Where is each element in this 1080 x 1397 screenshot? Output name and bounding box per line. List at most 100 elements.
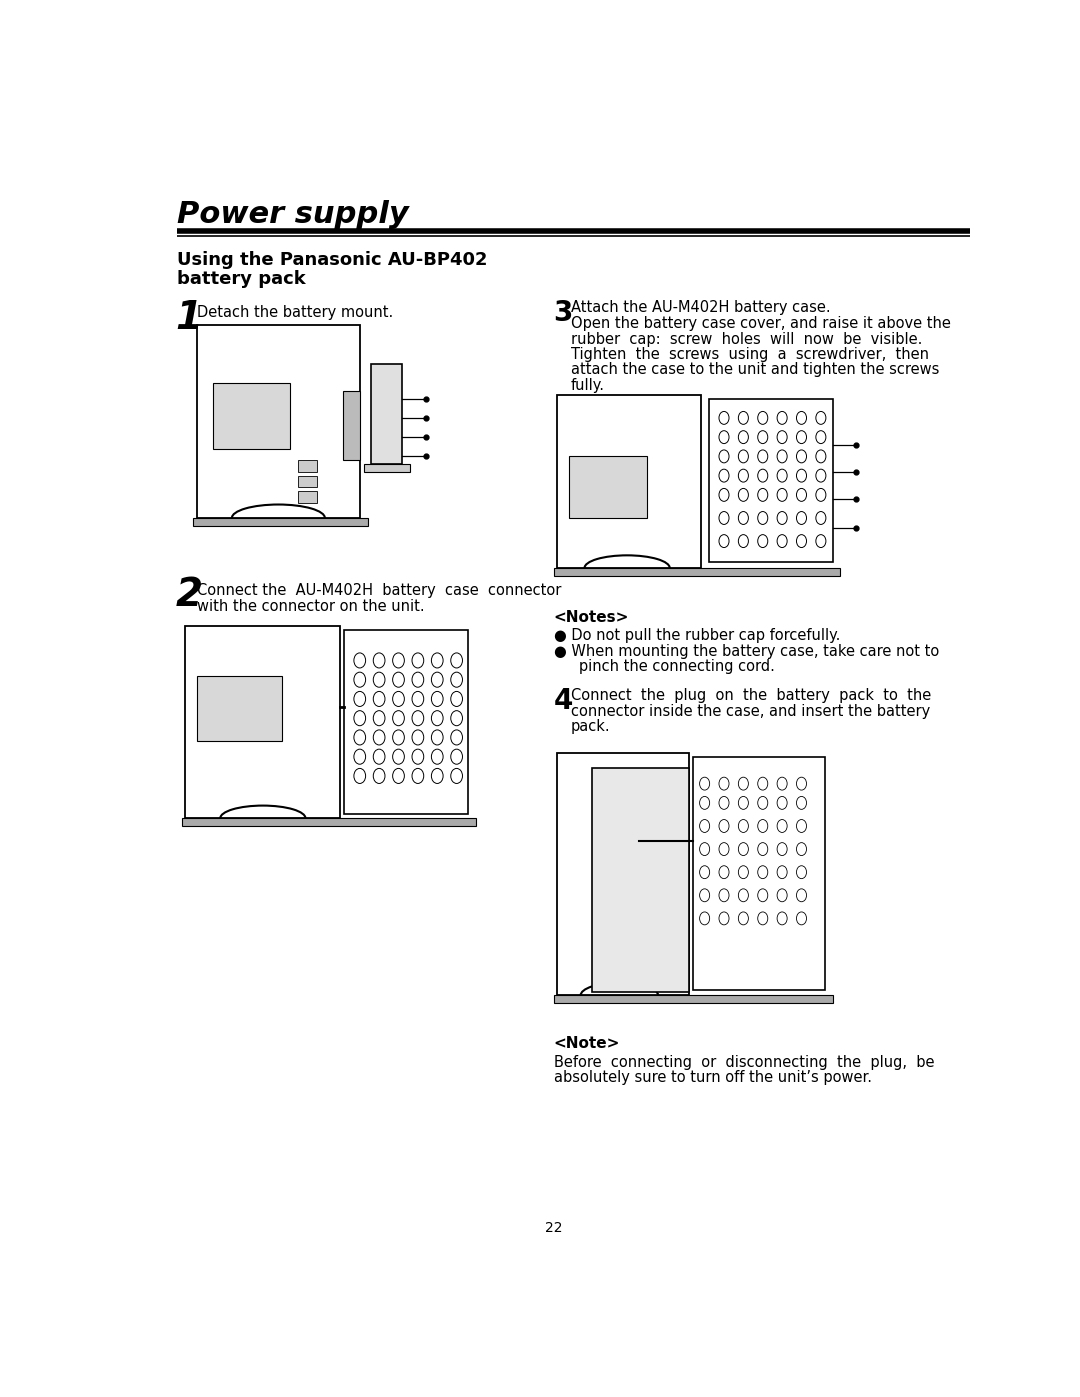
Circle shape (393, 729, 404, 745)
Circle shape (700, 796, 710, 809)
Circle shape (411, 768, 423, 784)
Bar (197, 676, 282, 742)
Circle shape (758, 796, 768, 809)
Circle shape (700, 777, 710, 791)
Circle shape (393, 672, 404, 687)
Circle shape (758, 888, 768, 901)
Bar (364, 464, 410, 472)
Text: attach the case to the unit and tighten the screws: attach the case to the unit and tighten … (570, 362, 939, 377)
Circle shape (778, 511, 787, 524)
Circle shape (431, 768, 443, 784)
Text: rubber  cap:  screw  holes  will  now  be  visible.: rubber cap: screw holes will now be visi… (570, 331, 922, 346)
Circle shape (354, 749, 366, 764)
Circle shape (778, 489, 787, 502)
Circle shape (796, 820, 807, 833)
Circle shape (354, 652, 366, 668)
Circle shape (354, 768, 366, 784)
Circle shape (374, 672, 384, 687)
Bar (592, 768, 689, 992)
Bar (693, 757, 825, 990)
Circle shape (700, 888, 710, 901)
Text: Before  connecting  or  disconnecting  the  plug,  be: Before connecting or disconnecting the p… (554, 1055, 934, 1070)
Circle shape (739, 820, 748, 833)
Circle shape (450, 711, 462, 725)
Circle shape (758, 511, 768, 524)
Circle shape (719, 489, 729, 502)
Circle shape (796, 777, 807, 791)
Circle shape (393, 692, 404, 707)
Circle shape (758, 866, 768, 879)
Circle shape (758, 450, 768, 462)
Text: <Notes>: <Notes> (554, 610, 629, 626)
Bar (193, 518, 367, 525)
Circle shape (778, 450, 787, 462)
Bar (708, 398, 833, 562)
Circle shape (374, 692, 384, 707)
Circle shape (739, 777, 748, 791)
Circle shape (758, 820, 768, 833)
Circle shape (758, 777, 768, 791)
Circle shape (431, 672, 443, 687)
Circle shape (431, 652, 443, 668)
Circle shape (739, 489, 748, 502)
Bar (557, 753, 689, 996)
Circle shape (411, 749, 423, 764)
Bar (186, 626, 340, 819)
Circle shape (796, 450, 807, 462)
Circle shape (778, 796, 787, 809)
Circle shape (719, 866, 729, 879)
Circle shape (758, 535, 768, 548)
Text: Connect the  AU-M402H  battery  case  connector: Connect the AU-M402H battery case connec… (197, 584, 562, 598)
Circle shape (778, 866, 787, 879)
Circle shape (431, 749, 443, 764)
Text: 3: 3 (554, 299, 572, 327)
Text: absolutely sure to turn off the unit’s power.: absolutely sure to turn off the unit’s p… (554, 1070, 872, 1085)
Circle shape (796, 430, 807, 444)
Circle shape (719, 796, 729, 809)
Text: fully.: fully. (570, 377, 605, 393)
Bar (554, 996, 833, 1003)
Circle shape (739, 866, 748, 879)
Circle shape (450, 692, 462, 707)
Circle shape (719, 511, 729, 524)
Bar (372, 365, 403, 464)
Circle shape (719, 777, 729, 791)
Circle shape (700, 820, 710, 833)
Circle shape (796, 412, 807, 425)
Text: 1: 1 (175, 299, 202, 337)
Circle shape (431, 711, 443, 725)
Circle shape (719, 888, 729, 901)
Circle shape (758, 842, 768, 855)
Text: <Note>: <Note> (554, 1037, 620, 1051)
Circle shape (796, 866, 807, 879)
Bar (554, 569, 840, 576)
Circle shape (450, 729, 462, 745)
Circle shape (450, 749, 462, 764)
Circle shape (796, 842, 807, 855)
Circle shape (815, 412, 826, 425)
Circle shape (739, 842, 748, 855)
Bar (557, 395, 701, 569)
Circle shape (815, 511, 826, 524)
Circle shape (778, 412, 787, 425)
Text: with the connector on the unit.: with the connector on the unit. (197, 599, 424, 613)
Circle shape (796, 796, 807, 809)
Text: pinch the connecting cord.: pinch the connecting cord. (565, 659, 775, 673)
Text: pack.: pack. (570, 719, 610, 733)
Circle shape (354, 729, 366, 745)
Circle shape (778, 469, 787, 482)
Circle shape (719, 450, 729, 462)
Circle shape (700, 866, 710, 879)
Text: Power supply: Power supply (177, 200, 408, 229)
Circle shape (374, 768, 384, 784)
Text: ● When mounting the battery case, take care not to: ● When mounting the battery case, take c… (554, 644, 939, 658)
Circle shape (739, 535, 748, 548)
Circle shape (719, 535, 729, 548)
Circle shape (431, 729, 443, 745)
Circle shape (354, 672, 366, 687)
Text: Open the battery case cover, and raise it above the: Open the battery case cover, and raise i… (570, 316, 950, 331)
Circle shape (758, 489, 768, 502)
Circle shape (778, 820, 787, 833)
Circle shape (739, 430, 748, 444)
Circle shape (739, 511, 748, 524)
